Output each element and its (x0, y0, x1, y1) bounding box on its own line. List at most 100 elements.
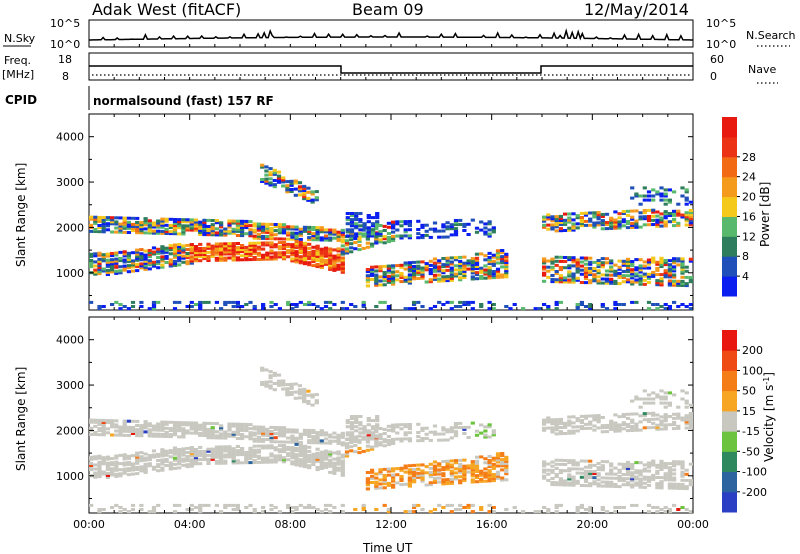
power-cell (198, 259, 203, 263)
power-cell (252, 258, 257, 261)
velocity-cell (354, 425, 359, 429)
velocity-cell (269, 444, 274, 448)
velocity-cell (344, 450, 350, 454)
velocity-cell (248, 435, 253, 439)
power-cell (97, 270, 102, 274)
power-cell (575, 264, 580, 268)
power-cell (206, 246, 211, 250)
power-cell (265, 251, 270, 255)
power-cell (314, 196, 319, 200)
power-cell (663, 224, 668, 228)
velocity-cell (441, 466, 446, 470)
velocity-cell (358, 423, 363, 427)
power-cell (298, 237, 303, 241)
velocity-cell (432, 460, 438, 464)
power-cell (244, 219, 249, 223)
power-cell (319, 264, 324, 267)
velocity-cell (198, 427, 203, 431)
power-cell (609, 273, 614, 277)
velocity-cell (596, 420, 601, 424)
velocity-cell (252, 425, 257, 429)
velocity-cell (231, 455, 236, 459)
power-cell (349, 224, 355, 228)
power-cell (386, 221, 391, 225)
velocity-cell (210, 447, 215, 451)
date-label: 12/May/2014 (584, 0, 689, 19)
power-cell (357, 248, 362, 252)
power-cell (306, 186, 311, 190)
power-cell (93, 272, 98, 276)
velocity-cell (651, 459, 656, 463)
power-cell (567, 228, 572, 232)
velocity-cell (676, 414, 681, 418)
power-cell (118, 269, 123, 273)
velocity-cell (206, 449, 211, 453)
velocity-cell (265, 460, 270, 464)
power-cell (558, 223, 563, 226)
velocity-cell (391, 423, 396, 427)
power-cell (261, 224, 266, 228)
power-cell (458, 278, 463, 282)
velocity-cell (659, 461, 664, 465)
power-cell (97, 226, 102, 230)
power-cell (164, 248, 169, 252)
power-cell (672, 275, 677, 279)
power-cell (281, 223, 287, 227)
power-cell (491, 272, 496, 275)
power-cell (181, 244, 186, 248)
velocity-cell (483, 433, 488, 437)
velocity-cell (600, 424, 605, 428)
power-cell (135, 262, 140, 266)
velocity-cell (391, 477, 396, 481)
velocity-cell (210, 457, 215, 461)
power-cell (449, 225, 454, 229)
power-cell (386, 238, 391, 242)
power-cell (181, 232, 186, 236)
velocity-cell (193, 454, 199, 458)
velocity-cell (172, 427, 178, 431)
power-cell (428, 227, 433, 231)
velocity-cell (403, 482, 408, 486)
power-cell (214, 300, 219, 304)
power-cell (630, 264, 635, 268)
power-cell (609, 259, 614, 263)
power-cell (558, 276, 563, 280)
velocity-cell (89, 468, 94, 472)
velocity-cell (420, 471, 425, 475)
velocity-cell (319, 452, 324, 456)
velocity-cell (147, 456, 152, 460)
power-cell (483, 226, 488, 230)
velocity-cell (445, 478, 450, 482)
velocity-cell (261, 431, 266, 435)
power-cell (340, 244, 345, 248)
velocity-cell (311, 463, 316, 467)
power-cell (273, 251, 278, 255)
power-cell (244, 256, 249, 260)
velocity-cell (244, 455, 249, 459)
velocity-cell (684, 399, 689, 403)
power-cell (193, 303, 199, 306)
velocity-cell (302, 446, 308, 450)
velocity-cell (688, 424, 693, 428)
power-cell (193, 259, 199, 263)
power-cell (630, 282, 635, 286)
power-cell (550, 225, 555, 229)
power-cell (143, 223, 148, 227)
velocity-cell (646, 461, 652, 465)
power-cell (491, 253, 496, 257)
velocity-cell (437, 462, 442, 466)
power-cell (474, 256, 480, 260)
velocity-cell (453, 471, 459, 475)
x-tick-label: 20:00 (576, 518, 608, 531)
power-cell (554, 223, 559, 227)
power-cell (344, 239, 350, 243)
velocity-cell (97, 462, 102, 466)
power-cell (399, 265, 404, 269)
power-cell (583, 213, 589, 217)
velocity-cell (290, 462, 295, 466)
power-cell (231, 250, 236, 254)
power-cell (504, 267, 509, 271)
power-cell (609, 224, 614, 228)
power-cell (156, 266, 161, 270)
velocity-cell (323, 465, 329, 469)
